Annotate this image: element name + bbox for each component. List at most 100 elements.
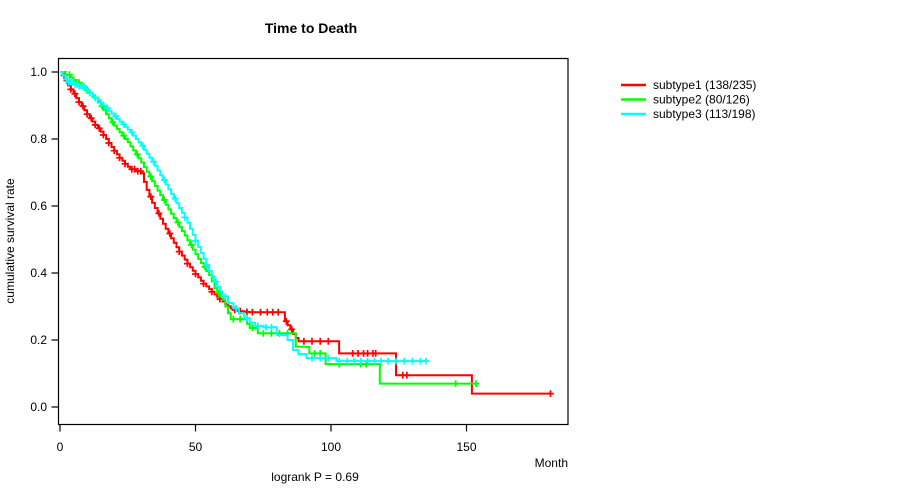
censor-mark <box>236 315 244 323</box>
censor-mark <box>249 324 256 332</box>
censor-mark <box>422 357 430 365</box>
censor-mark <box>308 337 316 345</box>
censor-mark <box>316 337 324 345</box>
censor-mark <box>377 357 385 365</box>
censor-mark <box>120 132 128 139</box>
censor-mark <box>155 210 163 217</box>
y-axis: 0.0 0.2 0.4 0.6 0.8 1.0 <box>30 65 59 414</box>
censor-mark <box>192 237 199 245</box>
censor-mark <box>208 288 216 296</box>
censor-mark <box>137 167 145 175</box>
censor-mark <box>200 280 207 288</box>
censor-mark <box>91 121 99 129</box>
censor-mark <box>232 304 240 312</box>
censor-mark <box>97 99 105 107</box>
censor-mark <box>268 329 275 337</box>
censor-mark <box>174 219 182 226</box>
censor-mark <box>452 380 460 387</box>
censor-mark <box>472 380 480 387</box>
censor-mark <box>230 315 237 323</box>
y-tick-label: 1.0 <box>30 65 47 79</box>
censor-mark <box>212 278 220 286</box>
censor-mark <box>400 357 408 365</box>
censor-mark <box>66 71 73 79</box>
censor-mark <box>166 230 174 237</box>
legend-label-1: subtype1 (138/235) <box>653 78 756 92</box>
censor-mark <box>547 390 554 397</box>
survival-curves <box>60 71 554 397</box>
censor-mark <box>83 110 91 118</box>
censor-mark <box>86 89 94 97</box>
x-tick-label: 0 <box>57 440 64 454</box>
censor-mark <box>171 195 179 202</box>
censor-mark <box>202 261 210 269</box>
censor-mark <box>160 176 168 184</box>
censor-mark <box>324 337 332 345</box>
censor-mark <box>150 158 157 166</box>
censor-mark <box>104 104 111 112</box>
censor-mark <box>268 323 275 331</box>
censor-mark <box>110 147 118 155</box>
survival-curve-2 <box>60 71 478 385</box>
censor-mark <box>188 241 195 249</box>
censor-mark <box>316 354 324 362</box>
censor-mark <box>243 314 251 322</box>
censor-mark <box>408 357 416 365</box>
censor-mark <box>87 114 95 122</box>
censor-mark <box>259 329 267 337</box>
censor-mark <box>112 112 119 120</box>
censor-mark <box>371 357 378 365</box>
censor-mark <box>257 308 264 316</box>
censor-mark <box>372 350 380 357</box>
y-tick-label: 0.0 <box>30 400 47 414</box>
censor-mark <box>120 120 128 128</box>
censor-mark <box>324 354 332 362</box>
censor-mark <box>175 248 183 255</box>
censor-mark <box>71 90 79 98</box>
censor-mark <box>95 124 103 132</box>
censor-mark <box>184 260 191 267</box>
x-tick-label: 100 <box>321 440 341 454</box>
footnote-logrank-p: logrank P = 0.69 <box>271 470 359 484</box>
censor-mark <box>147 173 155 180</box>
censor-mark <box>109 118 117 126</box>
y-axis-title: cumulative survival rate <box>3 178 17 304</box>
censor-mark <box>147 193 155 200</box>
censor-mark <box>75 98 83 106</box>
legend-label-2: subtype2 (80/126) <box>653 93 750 107</box>
censor-mark <box>343 357 351 365</box>
legend-label-3: subtype3 (113/198) <box>653 107 756 121</box>
censor-mark <box>274 308 282 316</box>
censor-mark <box>357 357 365 365</box>
censor-mark <box>128 128 136 136</box>
censor-mark <box>335 357 343 365</box>
x-tick-label: 50 <box>189 440 203 454</box>
censor-mark <box>121 160 129 168</box>
y-tick-label: 0.8 <box>30 132 47 146</box>
censor-mark <box>105 139 113 147</box>
censor-mark <box>392 357 400 365</box>
y-tick-label: 0.6 <box>30 199 47 213</box>
plot-box <box>57 57 569 426</box>
censor-mark <box>116 154 123 162</box>
censor-mark <box>192 270 199 278</box>
chart-title: Time to Death <box>265 20 357 36</box>
censor-mark <box>350 357 358 365</box>
legend: subtype1 (138/235)subtype2 (80/126)subty… <box>621 78 756 121</box>
x-axis-title: Month <box>535 456 568 470</box>
censor-mark <box>254 322 262 330</box>
censor-mark <box>221 293 229 300</box>
censor-mark <box>133 151 141 158</box>
censor-mark <box>403 371 411 379</box>
survival-curve-1 <box>60 71 551 395</box>
x-axis: 0 50 100 150 <box>57 424 477 454</box>
y-tick-label: 0.4 <box>30 266 47 280</box>
censor-mark <box>308 354 316 362</box>
censor-mark <box>100 131 107 139</box>
censor-mark <box>139 142 147 150</box>
x-tick-label: 150 <box>456 440 476 454</box>
censor-mark <box>79 102 87 110</box>
censor-mark <box>91 94 99 102</box>
